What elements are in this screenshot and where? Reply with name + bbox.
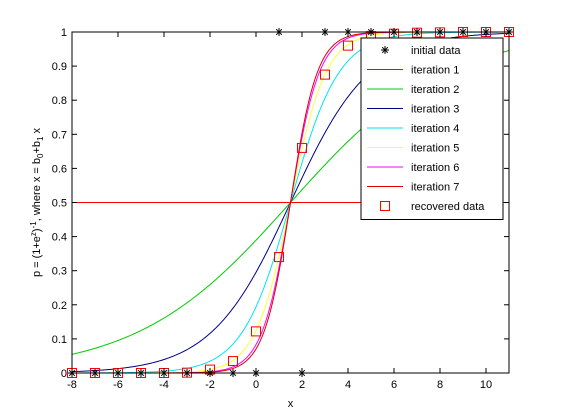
legend-label: iteration 6 (411, 162, 459, 174)
y-axis-label-sub2: 1 (36, 136, 45, 141)
y-axis-label-sup1: z (29, 232, 38, 236)
y-tick-label: 0.6 (52, 163, 67, 175)
legend-label: initial data (411, 45, 461, 57)
x-tick-label: -4 (159, 379, 169, 391)
recovered-data-point (343, 40, 353, 51)
legend-entry: iteration 4 (367, 123, 459, 135)
y-axis-label-tail3: x (31, 127, 43, 136)
y-tick-label: 0.8 (52, 95, 67, 107)
x-tick-label: 2 (299, 379, 305, 391)
y-tick-label: 1 (61, 27, 67, 39)
y-axis-label: p = (1+ez)-1, where x = b0+b1 x (29, 127, 45, 277)
y-tick-label: 0.9 (52, 61, 67, 73)
x-tick-label: 4 (345, 379, 351, 391)
legend-label: recovered data (411, 201, 485, 213)
x-axis-label: x (288, 398, 294, 410)
legend: initial data iteration 1 iteration 2 iterat… (360, 37, 504, 220)
legend-entry: iteration 7 (367, 182, 459, 194)
y-tick-label: 0.2 (52, 300, 67, 312)
recovered-data-point (320, 69, 330, 80)
legend-entry: iteration 6 (367, 162, 459, 174)
y-tick-label: 0.7 (52, 129, 67, 141)
legend-entry: iteration 2 (367, 84, 459, 96)
y-axis-label-tail1: , where x = b (31, 158, 43, 221)
axes-layer: -8 -6 -4 -2 0 2 4 6 8 10 0 0.1 0.2 0.3 0.4 0.5 0.6 0.7 0.8… (52, 27, 510, 391)
x-tick-label: 8 (437, 379, 443, 391)
legend-entry: iteration 5 (367, 143, 459, 155)
y-tick-label: 0.1 (52, 334, 67, 346)
y-axis-label-tail2: +b (31, 141, 43, 154)
legend-entry: iteration 1 (367, 65, 459, 77)
legend-label: iteration 1 (411, 65, 459, 77)
x-tick-label: 0 (253, 379, 259, 391)
y-tick-label: 0.3 (52, 266, 67, 278)
y-axis-label-base: p = (1+e (31, 236, 43, 277)
legend-entry: iteration 3 (367, 104, 459, 116)
y-tick-label: 0.5 (52, 198, 67, 210)
y-axis-label-sub1: 0 (36, 153, 45, 158)
legend-entry: recovered data (380, 201, 485, 213)
legend-swatch (381, 46, 389, 54)
y-tick-label: 0 (61, 368, 67, 380)
recovered-data-point (228, 356, 238, 367)
legend-label: iteration 5 (411, 143, 459, 155)
recovered-data-point (297, 142, 307, 153)
legend-label: iteration 4 (411, 123, 459, 135)
legend-label: iteration 2 (411, 84, 459, 96)
x-tick-label: -8 (67, 379, 77, 391)
y-axis-label-sup2: -1 (29, 221, 38, 229)
legend-swatch (380, 201, 390, 211)
legend-entry: initial data (381, 45, 461, 57)
legend-box (360, 37, 504, 220)
legend-label: iteration 7 (411, 182, 459, 194)
y-tick-label: 0.4 (52, 232, 67, 244)
y-axis-label-mid: ) (31, 228, 43, 232)
legend-label: iteration 3 (411, 104, 459, 116)
x-tick-label: -2 (205, 379, 215, 391)
x-tick-label: -6 (113, 379, 123, 391)
x-tick-label: 10 (480, 379, 492, 391)
recovered-data-point (251, 326, 261, 337)
x-tick-label: 6 (391, 379, 397, 391)
recovered-data-point (274, 252, 284, 263)
